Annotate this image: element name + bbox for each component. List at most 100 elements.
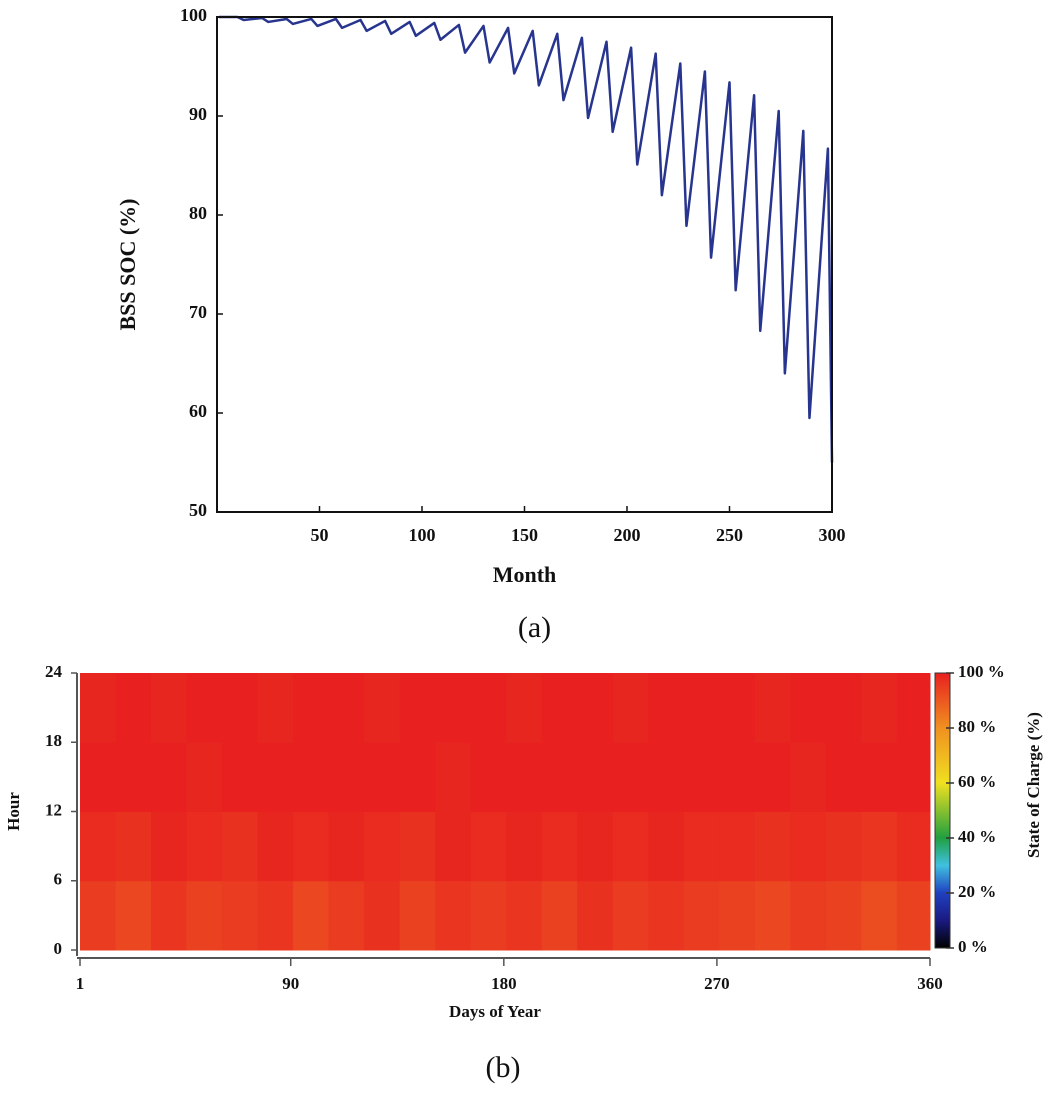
x-tick-label: 150 xyxy=(511,525,538,545)
heat-cell xyxy=(186,673,223,743)
heat-cell xyxy=(364,742,401,812)
heat-cell xyxy=(683,742,720,812)
x-tick-label: 270 xyxy=(704,974,730,993)
heat-cell xyxy=(754,673,791,743)
heat-cell xyxy=(612,673,649,743)
heat-cell xyxy=(257,811,294,882)
x-tick-label: 90 xyxy=(282,974,299,993)
heat-cell xyxy=(612,811,649,882)
x-tick-label: 180 xyxy=(491,974,517,993)
heat-cell xyxy=(719,673,756,743)
heat-cell xyxy=(80,880,117,951)
heat-cell xyxy=(541,880,578,951)
colorbar-tick-label: 40 % xyxy=(958,827,996,846)
y-tick-label: 0 xyxy=(54,939,63,958)
heat-cell xyxy=(222,811,259,882)
heat-cell xyxy=(790,811,827,882)
heat-cell xyxy=(577,673,614,743)
y-tick-label: 90 xyxy=(189,104,207,124)
x-tick-label: 300 xyxy=(819,525,846,545)
heat-cell xyxy=(861,811,898,882)
heat-cell xyxy=(790,880,827,951)
heat-cell xyxy=(648,742,685,812)
y-axis-label: Hour xyxy=(4,792,23,831)
colorbar-tick-label: 100 % xyxy=(958,662,1005,681)
colorbar xyxy=(934,672,951,949)
heat-cell xyxy=(506,673,543,743)
colorbar-tick-label: 20 % xyxy=(958,882,996,901)
heat-cell xyxy=(328,673,365,743)
heat-cell xyxy=(80,811,117,882)
heat-cell xyxy=(435,742,472,812)
heat-cell xyxy=(80,742,117,812)
x-tick-label: 360 xyxy=(917,974,943,993)
heat-cell xyxy=(754,811,791,882)
y-tick-label: 24 xyxy=(45,662,63,681)
heat-cell xyxy=(328,880,365,951)
x-tick-label: 250 xyxy=(716,525,743,545)
x-tick-label: 200 xyxy=(614,525,641,545)
y-tick-label: 50 xyxy=(189,500,207,520)
heat-cell xyxy=(186,811,223,882)
heat-cell xyxy=(115,742,152,812)
heat-cell xyxy=(683,673,720,743)
y-tick-label: 60 xyxy=(189,401,207,421)
heat-cell xyxy=(648,880,685,951)
heat-cell xyxy=(293,811,330,882)
heat-cell xyxy=(364,811,401,882)
colorbar-tick-label: 80 % xyxy=(958,717,996,736)
heat-cell xyxy=(399,742,436,812)
heat-cell xyxy=(151,742,188,812)
heat-cell xyxy=(506,742,543,812)
heat-cell xyxy=(115,811,152,882)
heat-cell xyxy=(328,742,365,812)
heat-cell xyxy=(435,673,472,743)
heat-cell xyxy=(186,742,223,812)
heat-cell xyxy=(151,673,188,743)
heat-cell xyxy=(719,742,756,812)
heat-cell xyxy=(825,880,862,951)
heat-cell xyxy=(257,742,294,812)
heat-cell xyxy=(470,742,507,812)
heat-cell xyxy=(577,811,614,882)
heat-cell xyxy=(151,880,188,951)
heat-cell xyxy=(293,673,330,743)
heat-cell xyxy=(293,880,330,951)
heat-cell xyxy=(896,880,931,951)
heat-cell xyxy=(115,880,152,951)
heat-cell xyxy=(399,673,436,743)
x-tick-label: 100 xyxy=(409,525,436,545)
heat-cell xyxy=(612,880,649,951)
heat-cell xyxy=(648,811,685,882)
heat-cell xyxy=(80,673,117,743)
heat-cell xyxy=(541,811,578,882)
x-tick-label: 50 xyxy=(311,525,329,545)
heat-cell xyxy=(151,811,188,882)
heat-cell xyxy=(896,742,931,812)
heat-cell xyxy=(896,811,931,882)
heat-cell xyxy=(719,880,756,951)
x-axis-label: Days of Year xyxy=(449,1002,541,1021)
caption: (a) xyxy=(518,611,551,644)
heat-cell xyxy=(470,880,507,951)
heat-cell xyxy=(186,880,223,951)
heat-cell xyxy=(435,811,472,882)
colorbar-tick-label: 60 % xyxy=(958,772,996,791)
heat-cell xyxy=(754,742,791,812)
heat-cell xyxy=(825,811,862,882)
soc-line xyxy=(219,15,834,463)
caption: (b) xyxy=(486,1051,521,1084)
y-tick-label: 80 xyxy=(189,203,207,223)
heat-cell xyxy=(861,673,898,743)
heat-cell xyxy=(683,811,720,882)
heat-cell xyxy=(896,673,931,743)
y-tick-label: 18 xyxy=(45,731,62,750)
x-axis-label: Month xyxy=(493,562,557,587)
heat-cell xyxy=(754,880,791,951)
heat-cell xyxy=(293,742,330,812)
heat-cell xyxy=(364,880,401,951)
heat-cell xyxy=(506,880,543,951)
heat-cell xyxy=(861,880,898,951)
heat-cell xyxy=(541,742,578,812)
